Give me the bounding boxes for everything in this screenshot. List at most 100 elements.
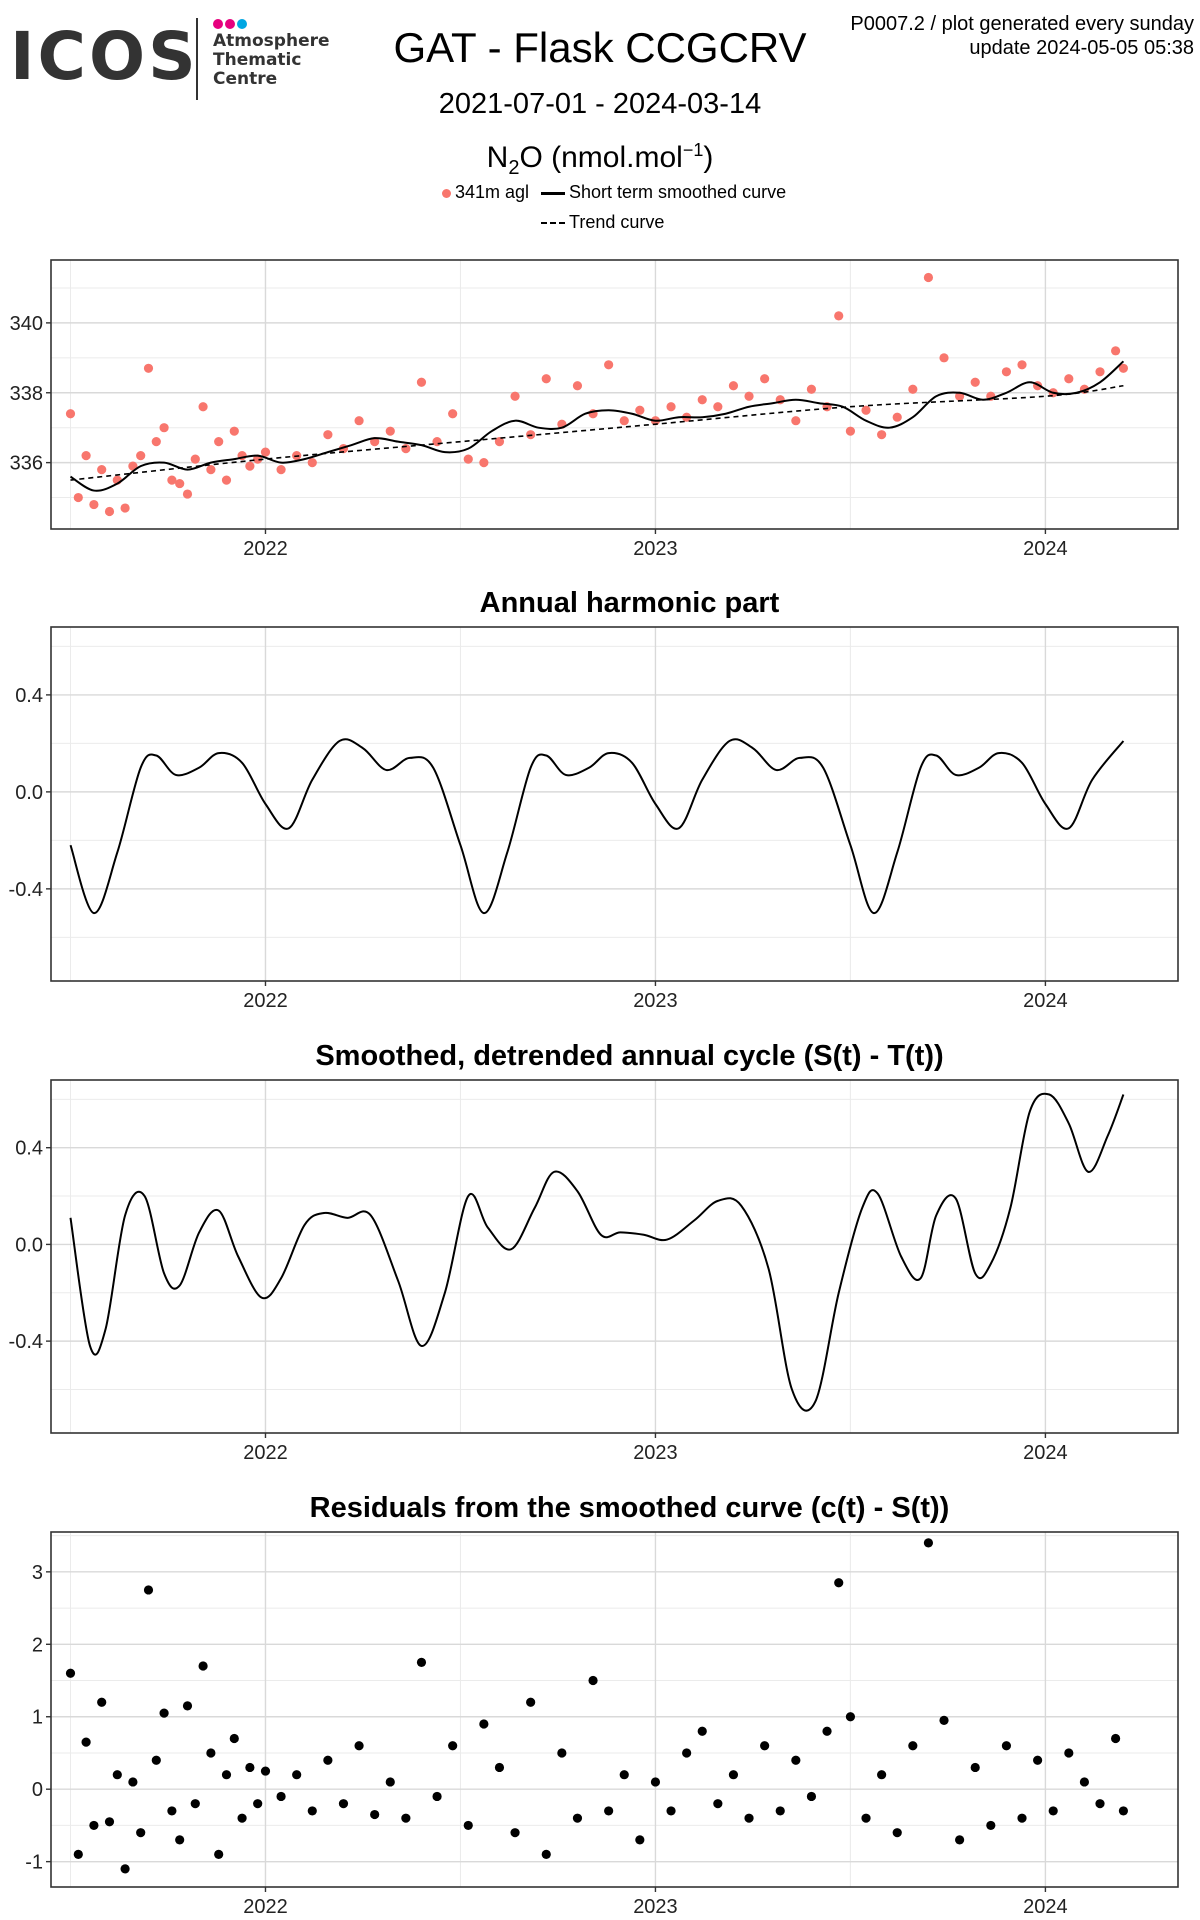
data-point: [588, 1675, 598, 1686]
data-point: [1079, 1777, 1090, 1787]
data-point: [89, 499, 99, 510]
chart-panel-2: -0.4 0.0 0.4 2022 2023 2024 Annual harmonic pa…: [9, 587, 1179, 1012]
generation-info: P0007.2 / plot generated every sunday up…: [850, 12, 1194, 60]
data-point: [198, 402, 208, 412]
panel-frame: [50, 626, 1179, 982]
data-point: [939, 353, 949, 363]
data-point: [760, 374, 770, 384]
data-point: [744, 1813, 754, 1823]
data-point: [354, 416, 364, 426]
x-tick-label: 2022: [243, 1442, 288, 1464]
data-point: [834, 311, 844, 321]
data-point: [159, 1708, 169, 1718]
data-point: [986, 1820, 996, 1831]
y-tick-label: 0: [32, 1779, 43, 1801]
data-point: [1111, 1733, 1121, 1744]
y-tick-label: 0.0: [15, 782, 43, 804]
data-point: [877, 1770, 887, 1780]
data-point: [245, 461, 255, 471]
data-point: [557, 1748, 567, 1758]
data-point: [143, 1585, 154, 1595]
data-point: [175, 478, 185, 489]
date-range: 2021-07-01 - 2024-03-14: [438, 88, 762, 120]
logo-separator: [196, 18, 198, 100]
update-line: update 2024-05-05 05:38: [969, 37, 1194, 59]
data-point: [939, 1715, 949, 1725]
data-point: [791, 416, 801, 426]
smoothed-curve-line: [69, 360, 1125, 492]
data-point: [541, 374, 551, 384]
data-point: [198, 1661, 208, 1671]
data-point: [666, 402, 676, 412]
data-point: [463, 454, 473, 464]
data-point: [845, 426, 856, 436]
data-point: [448, 1741, 458, 1751]
logo-dot: [213, 19, 223, 29]
smoothed-curve-line: [69, 1092, 1125, 1412]
data-point: [510, 1828, 520, 1838]
panel-title: Annual harmonic part: [480, 587, 780, 619]
data-point: [541, 1849, 551, 1859]
data-point: [728, 1770, 739, 1780]
data-point: [151, 437, 161, 447]
legend-smooth-label: Short term smoothed curve: [569, 182, 787, 202]
data-point: [151, 1755, 161, 1765]
data-point: [1064, 374, 1074, 384]
data-point: [892, 1828, 902, 1838]
x-tick-label: 2024: [1023, 990, 1068, 1012]
data-point: [370, 1809, 380, 1820]
panel-title: Smoothed, detrended annual cycle (S(t) -…: [315, 1040, 943, 1072]
data-point: [143, 363, 154, 373]
data-point: [1001, 1741, 1012, 1751]
x-tick-label: 2023: [633, 538, 678, 560]
y-tick-label: 336: [10, 453, 43, 475]
data-point: [338, 1799, 349, 1809]
data-point: [401, 444, 411, 454]
data-point: [666, 1806, 676, 1816]
data-point: [81, 1737, 91, 1747]
data-point: [822, 1726, 832, 1736]
data-point: [619, 416, 629, 426]
logo-line-thematic: Thematic: [213, 50, 302, 70]
panel-frame: [50, 1079, 1179, 1434]
data-point: [416, 377, 427, 387]
species-unit: O (nmol.mol: [519, 141, 683, 174]
chart-panel-3: -0.4 0.0 0.4 2022 2023 2024 Smoothed, detrende…: [9, 1040, 1179, 1464]
data-point: [494, 1762, 505, 1773]
data-point: [713, 1799, 723, 1809]
data-point: [908, 384, 918, 394]
data-point: [167, 1806, 177, 1816]
trend-curve-line: [70, 384, 1124, 481]
data-point: [728, 381, 739, 391]
data-point: [120, 503, 130, 513]
chart-panel-1: 336 338 340 2022 2023 2024: [10, 259, 1179, 560]
logo-dots: [213, 16, 249, 34]
y-tick-label: 3: [32, 1562, 43, 1584]
data-point: [806, 384, 817, 394]
data-point: [214, 437, 224, 447]
logo-line-centre: Centre: [213, 69, 278, 89]
data-point: [1017, 1813, 1027, 1823]
data-point: [323, 1755, 333, 1765]
data-point: [136, 1828, 146, 1838]
species-main: N: [486, 141, 509, 174]
y-tick-label: 338: [10, 383, 43, 405]
data-point: [323, 430, 333, 440]
data-point: [112, 1770, 122, 1780]
plot-id-line: P0007.2 / plot generated every sunday: [850, 13, 1194, 35]
smoothed-curve-line: [69, 738, 1125, 915]
data-point: [955, 1835, 965, 1845]
data-point: [89, 1820, 99, 1831]
data-point: [276, 1791, 286, 1802]
species-subscript: 2: [508, 157, 520, 179]
data-point: [65, 1668, 76, 1678]
data-point: [682, 1748, 692, 1758]
data-point: [635, 1835, 645, 1845]
data-point: [206, 1748, 216, 1758]
data-point: [970, 1762, 980, 1773]
legend-trend: Trend curve: [541, 212, 664, 233]
data-point: [229, 1733, 239, 1744]
data-point: [448, 409, 458, 419]
logo-dot: [237, 19, 247, 29]
data-point: [572, 381, 583, 391]
